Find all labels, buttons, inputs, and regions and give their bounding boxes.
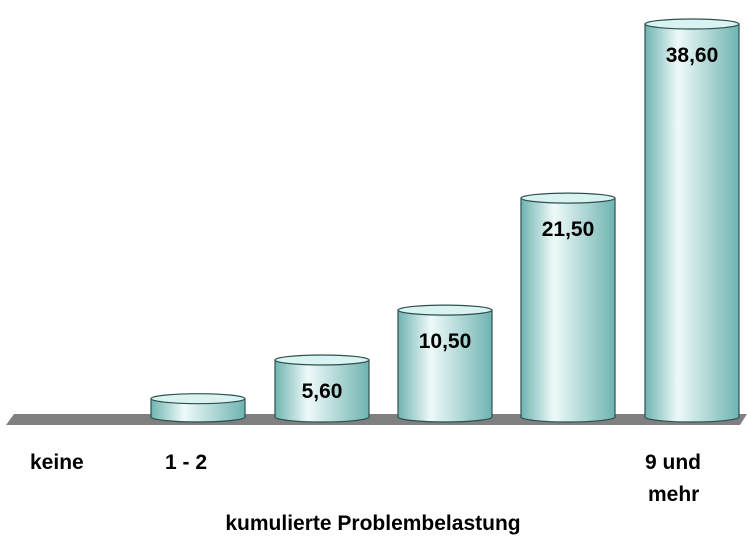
category-label-line-1: 9 und xyxy=(645,451,701,474)
data-labels-group: 5,60 10,50 21,50 38,60 xyxy=(302,44,719,403)
bar-body-5 xyxy=(644,23,740,423)
bar-body-2 xyxy=(274,359,370,423)
data-label-5: 38,60 xyxy=(666,44,719,67)
data-label-4: 21,50 xyxy=(542,218,595,241)
bars-group xyxy=(150,18,740,423)
category-label-1-2: 1 - 2 xyxy=(165,451,207,474)
bar-5 xyxy=(644,18,740,423)
bar-top-2 xyxy=(274,354,370,366)
category-label-keine: keine xyxy=(30,451,84,474)
chart-floor xyxy=(6,414,747,425)
bar-top-5 xyxy=(644,18,740,30)
floor-plane xyxy=(6,414,747,425)
bar-1 xyxy=(150,393,246,423)
bar-top-4 xyxy=(520,192,616,204)
bar-3 xyxy=(397,304,493,423)
bar-top-3 xyxy=(397,304,493,316)
bar-body-3 xyxy=(397,309,493,423)
bar-2 xyxy=(274,354,370,423)
category-labels: keine 1 - 2 9 und mehr xyxy=(30,451,701,506)
bar-body-1 xyxy=(150,398,246,423)
data-label-2: 5,60 xyxy=(302,380,343,403)
x-axis-title: kumulierte Problembelastung xyxy=(225,512,520,535)
category-label-line-2: mehr xyxy=(648,483,699,506)
bar-4 xyxy=(520,192,616,423)
data-label-3: 10,50 xyxy=(419,330,472,353)
category-label-9-und-mehr: 9 und mehr xyxy=(645,451,701,506)
bar-top-1 xyxy=(150,393,246,405)
bar-body-4 xyxy=(520,197,616,423)
